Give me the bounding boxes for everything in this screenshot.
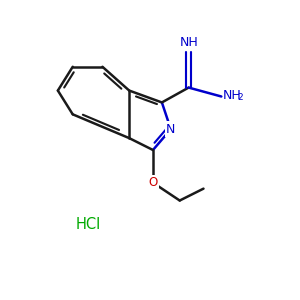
Text: 2: 2 [237, 94, 243, 103]
Text: N: N [166, 123, 176, 136]
Text: HCl: HCl [76, 217, 101, 232]
Text: O: O [148, 176, 158, 189]
Text: NH: NH [223, 88, 242, 101]
Text: NH: NH [179, 36, 198, 49]
